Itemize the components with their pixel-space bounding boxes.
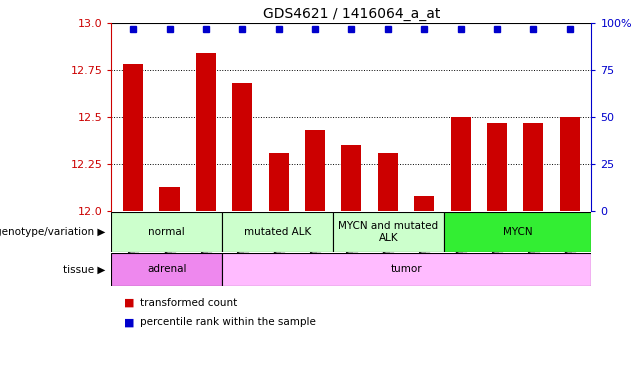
Bar (487, 123, 507, 211)
Text: transformed count: transformed count (140, 298, 237, 308)
Bar (160, 187, 179, 211)
Bar (111, 212, 222, 252)
Text: MYCN and mutated
ALK: MYCN and mutated ALK (338, 221, 438, 243)
Text: mutated ALK: mutated ALK (244, 227, 311, 237)
Bar (232, 83, 252, 211)
Bar (222, 253, 591, 286)
Bar (333, 212, 444, 252)
Bar (523, 123, 543, 211)
Text: genotype/variation ▶: genotype/variation ▶ (0, 227, 105, 237)
Bar (342, 145, 361, 211)
Text: tissue ▶: tissue ▶ (62, 264, 105, 275)
Bar (123, 65, 143, 211)
Text: percentile rank within the sample: percentile rank within the sample (140, 317, 316, 327)
Bar (378, 153, 398, 211)
Text: ■: ■ (124, 317, 135, 327)
Bar (196, 53, 216, 211)
Text: tumor: tumor (391, 264, 422, 275)
Text: adrenal: adrenal (147, 264, 186, 275)
Bar (450, 117, 471, 211)
Title: GDS4621 / 1416064_a_at: GDS4621 / 1416064_a_at (263, 7, 440, 21)
Bar (444, 212, 591, 252)
Text: ■: ■ (124, 298, 135, 308)
Bar (414, 196, 434, 211)
Bar (305, 130, 325, 211)
Bar (222, 212, 333, 252)
Bar (268, 153, 289, 211)
Bar (111, 253, 222, 286)
Text: MYCN: MYCN (503, 227, 532, 237)
Text: normal: normal (148, 227, 185, 237)
Bar (560, 117, 579, 211)
